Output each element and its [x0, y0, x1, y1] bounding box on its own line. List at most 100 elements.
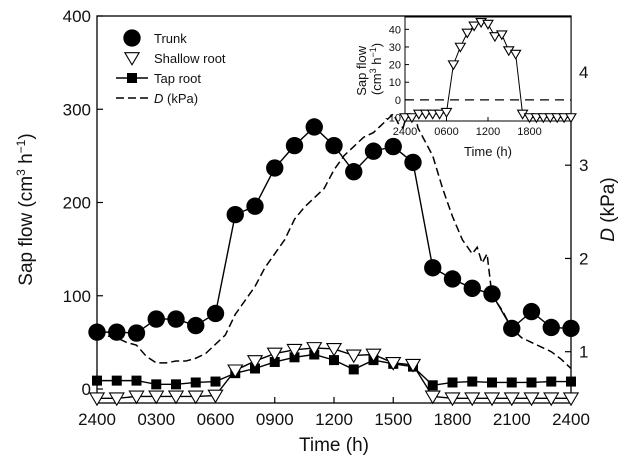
trunk-point	[147, 310, 165, 328]
trunk-point	[384, 137, 402, 156]
inset-shallow-root-point	[461, 28, 474, 39]
inset-shallow-root-point	[454, 42, 467, 53]
inset-y-tick-label: -10	[385, 112, 401, 124]
tap-root-point	[171, 379, 181, 390]
shallow-root-point	[306, 342, 323, 356]
inset-y-tick-label: 10	[389, 77, 401, 89]
inset-x-tick-label: 2400	[393, 126, 417, 138]
inset-shallow-root-point	[419, 109, 432, 120]
main-series-group	[88, 103, 580, 407]
x-tick-label: 1200	[315, 410, 353, 429]
trunk-point	[463, 279, 481, 297]
y-tick-label: 200	[63, 194, 91, 213]
trunk-point	[187, 316, 205, 335]
inset-shallow-root-point	[565, 113, 577, 124]
trunk-point	[127, 324, 146, 342]
tap-root-point	[269, 356, 280, 367]
shallow-root-point	[187, 390, 204, 405]
trunk-series	[88, 118, 580, 342]
y2-tick-label: 2	[579, 249, 588, 268]
trunk-point	[404, 153, 422, 172]
right-y-axis-title: D (kPa)	[598, 177, 619, 241]
inset-shallow-root-point	[489, 32, 501, 43]
shallow-root-series	[88, 342, 580, 407]
inset-shallow-root-point	[433, 109, 446, 120]
main-left-y-axis: 0 100 200 300 400	[63, 7, 103, 399]
trunk-point	[167, 310, 185, 328]
trunk-point	[246, 197, 264, 215]
x-tick-label: 0300	[137, 410, 175, 429]
inset-x-tick-label: 0600	[434, 126, 458, 138]
trunk-point	[345, 163, 363, 181]
inset-shallow-root-point	[509, 49, 522, 60]
inset-plot: 2400 0600 1200 1800 -10 0 10 20 30 40 Time (h) S…	[354, 16, 577, 159]
inset-shallow-root-point	[482, 19, 494, 30]
main-right-y-axis: 1 2 3 4	[565, 63, 588, 362]
shallow-root-point	[207, 389, 224, 404]
shallow-root-point	[523, 392, 540, 407]
inset-shallow-root-series	[399, 18, 577, 124]
trunk-point	[443, 270, 462, 288]
shallow-root-point	[246, 355, 264, 369]
tap-root-point	[526, 377, 537, 388]
shallow-root-point	[286, 343, 303, 358]
y-tick-label: 300	[63, 100, 91, 119]
shallow-root-point	[128, 390, 145, 405]
trunk-point	[542, 318, 560, 337]
shallow-root-point	[444, 392, 461, 407]
trunk-point	[305, 118, 323, 136]
inset-series-group	[399, 18, 577, 124]
inset-shallow-root-point	[544, 113, 557, 124]
inset-y-axis: -10 0 10 20 30 40	[385, 24, 409, 124]
x-tick-label: 2400	[78, 410, 116, 429]
inset-shallow-root-point	[551, 113, 564, 124]
legend-shallow-root-label: Shallow root	[154, 51, 226, 66]
y2-tick-label: 4	[579, 63, 588, 82]
tap-root-point	[210, 376, 221, 387]
x-tick-label: 2100	[493, 410, 531, 429]
legend-shallow-root: Shallow root	[123, 51, 226, 66]
trunk-point	[226, 205, 244, 224]
inset-x-tick-label: 1800	[517, 126, 541, 138]
tap-root-point	[467, 376, 478, 387]
inset-shallow-root-point	[523, 113, 536, 124]
shallow-root-point	[167, 390, 185, 405]
trunk-point	[108, 323, 126, 341]
shallow-root-point	[562, 392, 580, 407]
tap-root-point	[92, 375, 102, 386]
tap-root-point	[151, 379, 162, 390]
shallow-root-point	[543, 392, 560, 407]
tap-root-point	[506, 377, 517, 388]
trunk-point	[266, 159, 284, 177]
trunk-point	[88, 323, 106, 341]
legend-trunk: Trunk	[123, 29, 187, 47]
shallow-root-point	[325, 343, 343, 357]
shallow-root-point	[148, 390, 165, 405]
legend-d-kpa: D (kPa)	[116, 91, 198, 106]
y2-tick-label: 1	[579, 343, 588, 362]
shallow-root-point	[503, 392, 520, 407]
trunk-point	[424, 259, 442, 277]
tap-root-point	[487, 377, 497, 388]
x-axis-title: Time (h)	[299, 435, 369, 456]
inset-shallow-root-point	[558, 113, 570, 124]
legend-tap-root-swatch	[127, 73, 137, 83]
trunk-point	[522, 302, 541, 321]
legend-trunk-swatch	[123, 29, 141, 47]
shallow-root-point	[345, 349, 362, 364]
d-kpa-series	[96, 103, 572, 370]
shallow-root-point	[424, 390, 441, 405]
inset-y-tick-label: 30	[389, 42, 401, 54]
legend-d-kpa-label: D (kPa)	[154, 91, 198, 106]
trunk-point	[325, 136, 343, 155]
inset-shallow-root-point	[537, 113, 550, 124]
trunk-point	[562, 319, 580, 338]
x-tick-label: 2400	[552, 410, 590, 429]
inset-x-tick-label: 1200	[476, 126, 500, 138]
shallow-root-point	[108, 392, 125, 407]
tap-root-point	[190, 377, 201, 388]
shallow-root-point	[483, 392, 501, 407]
inset-shallow-root-point	[447, 60, 460, 71]
tap-root-point	[447, 377, 458, 388]
